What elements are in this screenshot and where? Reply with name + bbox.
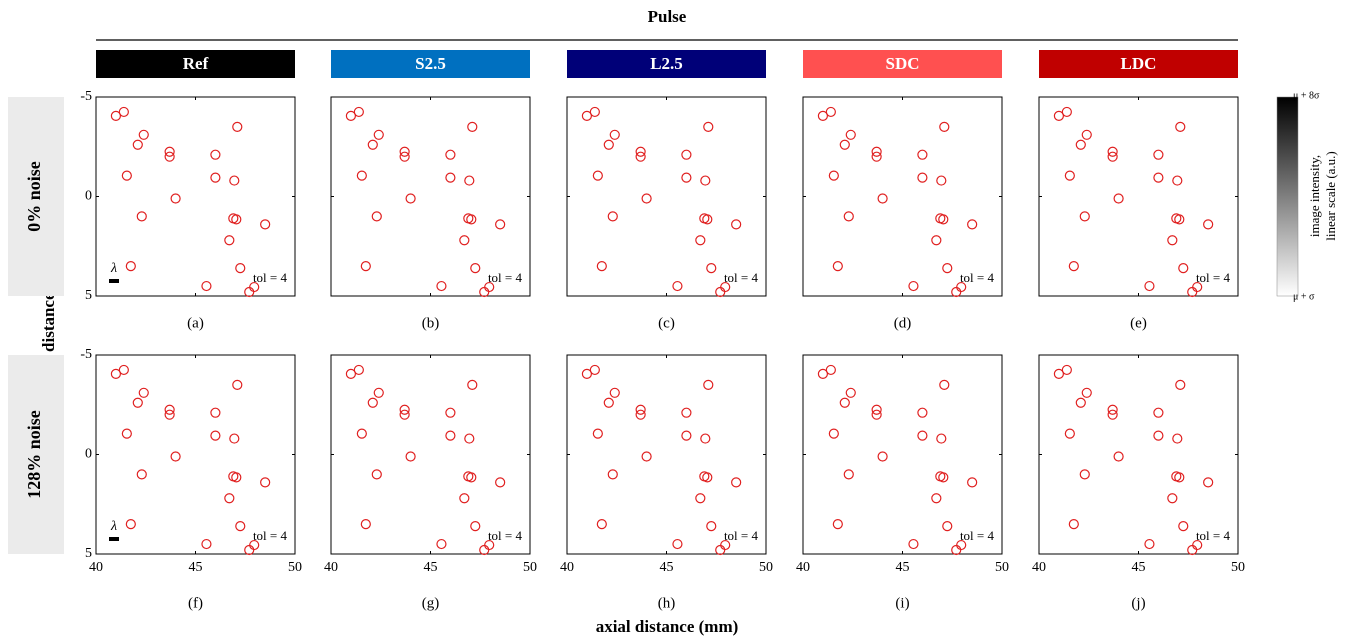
- panel-label: (i): [895, 595, 909, 611]
- x-tick-label: 40: [796, 560, 810, 575]
- x-tick-label: 40: [89, 560, 103, 575]
- column-title: SDC: [885, 54, 919, 73]
- y-tick-label: 0: [85, 189, 92, 204]
- scale-bar: [109, 279, 119, 283]
- panel-label: (b): [422, 315, 440, 331]
- annotation: tol = 4: [253, 528, 288, 543]
- annotation: tol = 4: [488, 528, 523, 543]
- annotation: tol = 4: [724, 528, 759, 543]
- x-tick-label: 40: [560, 560, 574, 575]
- colorbar-label: linear scale (a.u.): [1323, 151, 1338, 241]
- x-tick-label: 50: [759, 560, 773, 575]
- annotation: tol = 4: [253, 270, 288, 285]
- scale-bar-label: λ: [110, 261, 117, 276]
- x-tick-label: 50: [288, 560, 302, 575]
- column-title: Ref: [183, 54, 209, 73]
- panel-label: (h): [658, 595, 676, 611]
- scale-bar: [109, 537, 119, 541]
- x-tick-label: 50: [1231, 560, 1245, 575]
- colorbar-top-label: μ + 8σ: [1293, 90, 1320, 101]
- colorbar: [1277, 97, 1298, 296]
- x-tick-label: 45: [189, 560, 203, 575]
- annotation: tol = 4: [488, 270, 523, 285]
- column-title: LDC: [1121, 54, 1157, 73]
- x-tick-label: 40: [1032, 560, 1046, 575]
- x-tick-label: 45: [896, 560, 910, 575]
- x-tick-label: 40: [324, 560, 338, 575]
- panel-label: (a): [187, 315, 204, 331]
- annotation: tol = 4: [960, 270, 995, 285]
- figure: Pulse axial distance (mm) lateral distan…: [0, 0, 1354, 639]
- column-title: S2.5: [415, 54, 446, 73]
- y-tick-label: 5: [85, 546, 92, 561]
- panel-label: (d): [894, 315, 912, 331]
- x-tick-label: 45: [1132, 560, 1146, 575]
- colorbar-bottom-label: μ + σ: [1293, 291, 1315, 302]
- column-title: L2.5: [650, 54, 683, 73]
- y-tick-label: 5: [85, 288, 92, 303]
- row-label: 128% noise: [24, 410, 44, 499]
- annotation: tol = 4: [1196, 270, 1231, 285]
- row-label: 0% noise: [24, 161, 44, 232]
- y-tick-label: 0: [85, 447, 92, 462]
- annotation: tol = 4: [960, 528, 995, 543]
- scale-bar-label: λ: [110, 519, 117, 534]
- y-tick-label: -5: [80, 89, 92, 104]
- panel-label: (j): [1131, 595, 1145, 611]
- x-tick-label: 50: [995, 560, 1009, 575]
- x-axis-label: axial distance (mm): [596, 617, 739, 636]
- figure-title: Pulse: [648, 7, 687, 26]
- panel-label: (c): [658, 315, 675, 331]
- panel-label: (g): [422, 595, 440, 611]
- x-tick-label: 50: [523, 560, 537, 575]
- y-tick-label: -5: [80, 347, 92, 362]
- annotation: tol = 4: [724, 270, 759, 285]
- colorbar-label: image intensity,: [1307, 155, 1322, 237]
- panel-label: (f): [188, 595, 203, 611]
- x-tick-label: 45: [424, 560, 438, 575]
- annotation: tol = 4: [1196, 528, 1231, 543]
- panel-label: (e): [1130, 315, 1147, 331]
- x-tick-label: 45: [660, 560, 674, 575]
